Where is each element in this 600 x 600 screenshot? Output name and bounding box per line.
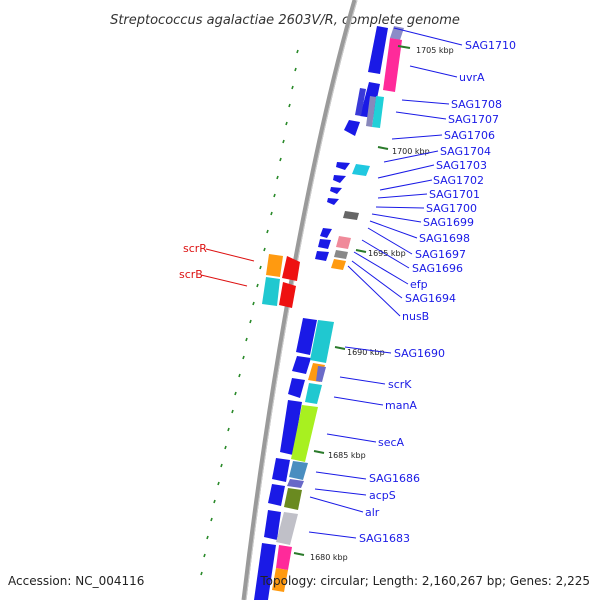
gene-label-SAG1708: SAG1708	[451, 98, 502, 111]
gene-label-SAG1699: SAG1699	[423, 216, 474, 229]
gene-label-acpS: acpS	[369, 489, 396, 502]
gene-labels-right: SAG1710 uvrA SAG1708 SAG1707 SAG1706 SAG…	[359, 39, 516, 545]
gene-label-SAG1700: SAG1700	[426, 202, 477, 215]
leader-lines-right	[308, 27, 463, 539]
gene-labels-left: scrR scrB	[179, 242, 207, 281]
tick-label-1700: 1700 kbp	[392, 147, 430, 156]
gene-label-SAG1690: SAG1690	[394, 347, 445, 360]
genome-backbone	[241, 0, 358, 600]
gene-label-SAG1683: SAG1683	[359, 532, 410, 545]
tick-label-1690: 1690 kbp	[347, 348, 385, 357]
leader-lines-left	[200, 248, 255, 287]
gene-label-SAG1710: SAG1710	[465, 39, 516, 52]
kbp-ticks	[293, 45, 411, 556]
function-track	[272, 26, 404, 592]
gene-label-SAG1704: SAG1704	[440, 145, 491, 158]
gene-label-SAG1706: SAG1706	[444, 129, 495, 142]
tick-label-1705: 1705 kbp	[416, 46, 454, 55]
kbp-tick-labels: 1705 kbp 1700 kbp 1695 kbp 1690 kbp 1685…	[310, 46, 454, 562]
tick-label-1685: 1685 kbp	[328, 451, 366, 460]
gene-label-SAG1694: SAG1694	[405, 292, 456, 305]
tick-label-1695: 1695 kbp	[368, 249, 406, 258]
gene-label-SAG1697: SAG1697	[415, 248, 466, 261]
gene-label-secA: secA	[378, 436, 405, 449]
gene-label-uvrA: uvrA	[459, 71, 485, 84]
gene-label-scrR: scrR	[183, 242, 207, 255]
reverse-genes	[262, 254, 300, 308]
gene-label-SAG1707: SAG1707	[448, 113, 499, 126]
map-title: Streptococcus agalactiae 2603V/R, comple…	[110, 13, 460, 28]
scale-dots	[200, 49, 299, 576]
gene-label-SAG1703: SAG1703	[436, 159, 487, 172]
gene-label-scrK: scrK	[388, 378, 412, 391]
gene-label-efp: efp	[410, 278, 428, 291]
gene-label-scrB: scrB	[179, 268, 203, 281]
gene-label-SAG1696: SAG1696	[412, 262, 463, 275]
gene-label-SAG1686: SAG1686	[369, 472, 420, 485]
gene-label-manA: manA	[385, 399, 417, 412]
tick-label-1680: 1680 kbp	[310, 553, 348, 562]
gene-label-nusB: nusB	[402, 310, 429, 323]
forward-genes	[254, 26, 388, 600]
gene-label-SAG1698: SAG1698	[419, 232, 470, 245]
gene-label-SAG1701: SAG1701	[429, 188, 480, 201]
gene-label-SAG1702: SAG1702	[433, 174, 484, 187]
accession-text: Accession: NC_004116	[8, 574, 144, 588]
topology-text: Topology: circular; Length: 2,160,267 bp…	[259, 574, 590, 588]
gene-label-alr: alr	[365, 506, 380, 519]
